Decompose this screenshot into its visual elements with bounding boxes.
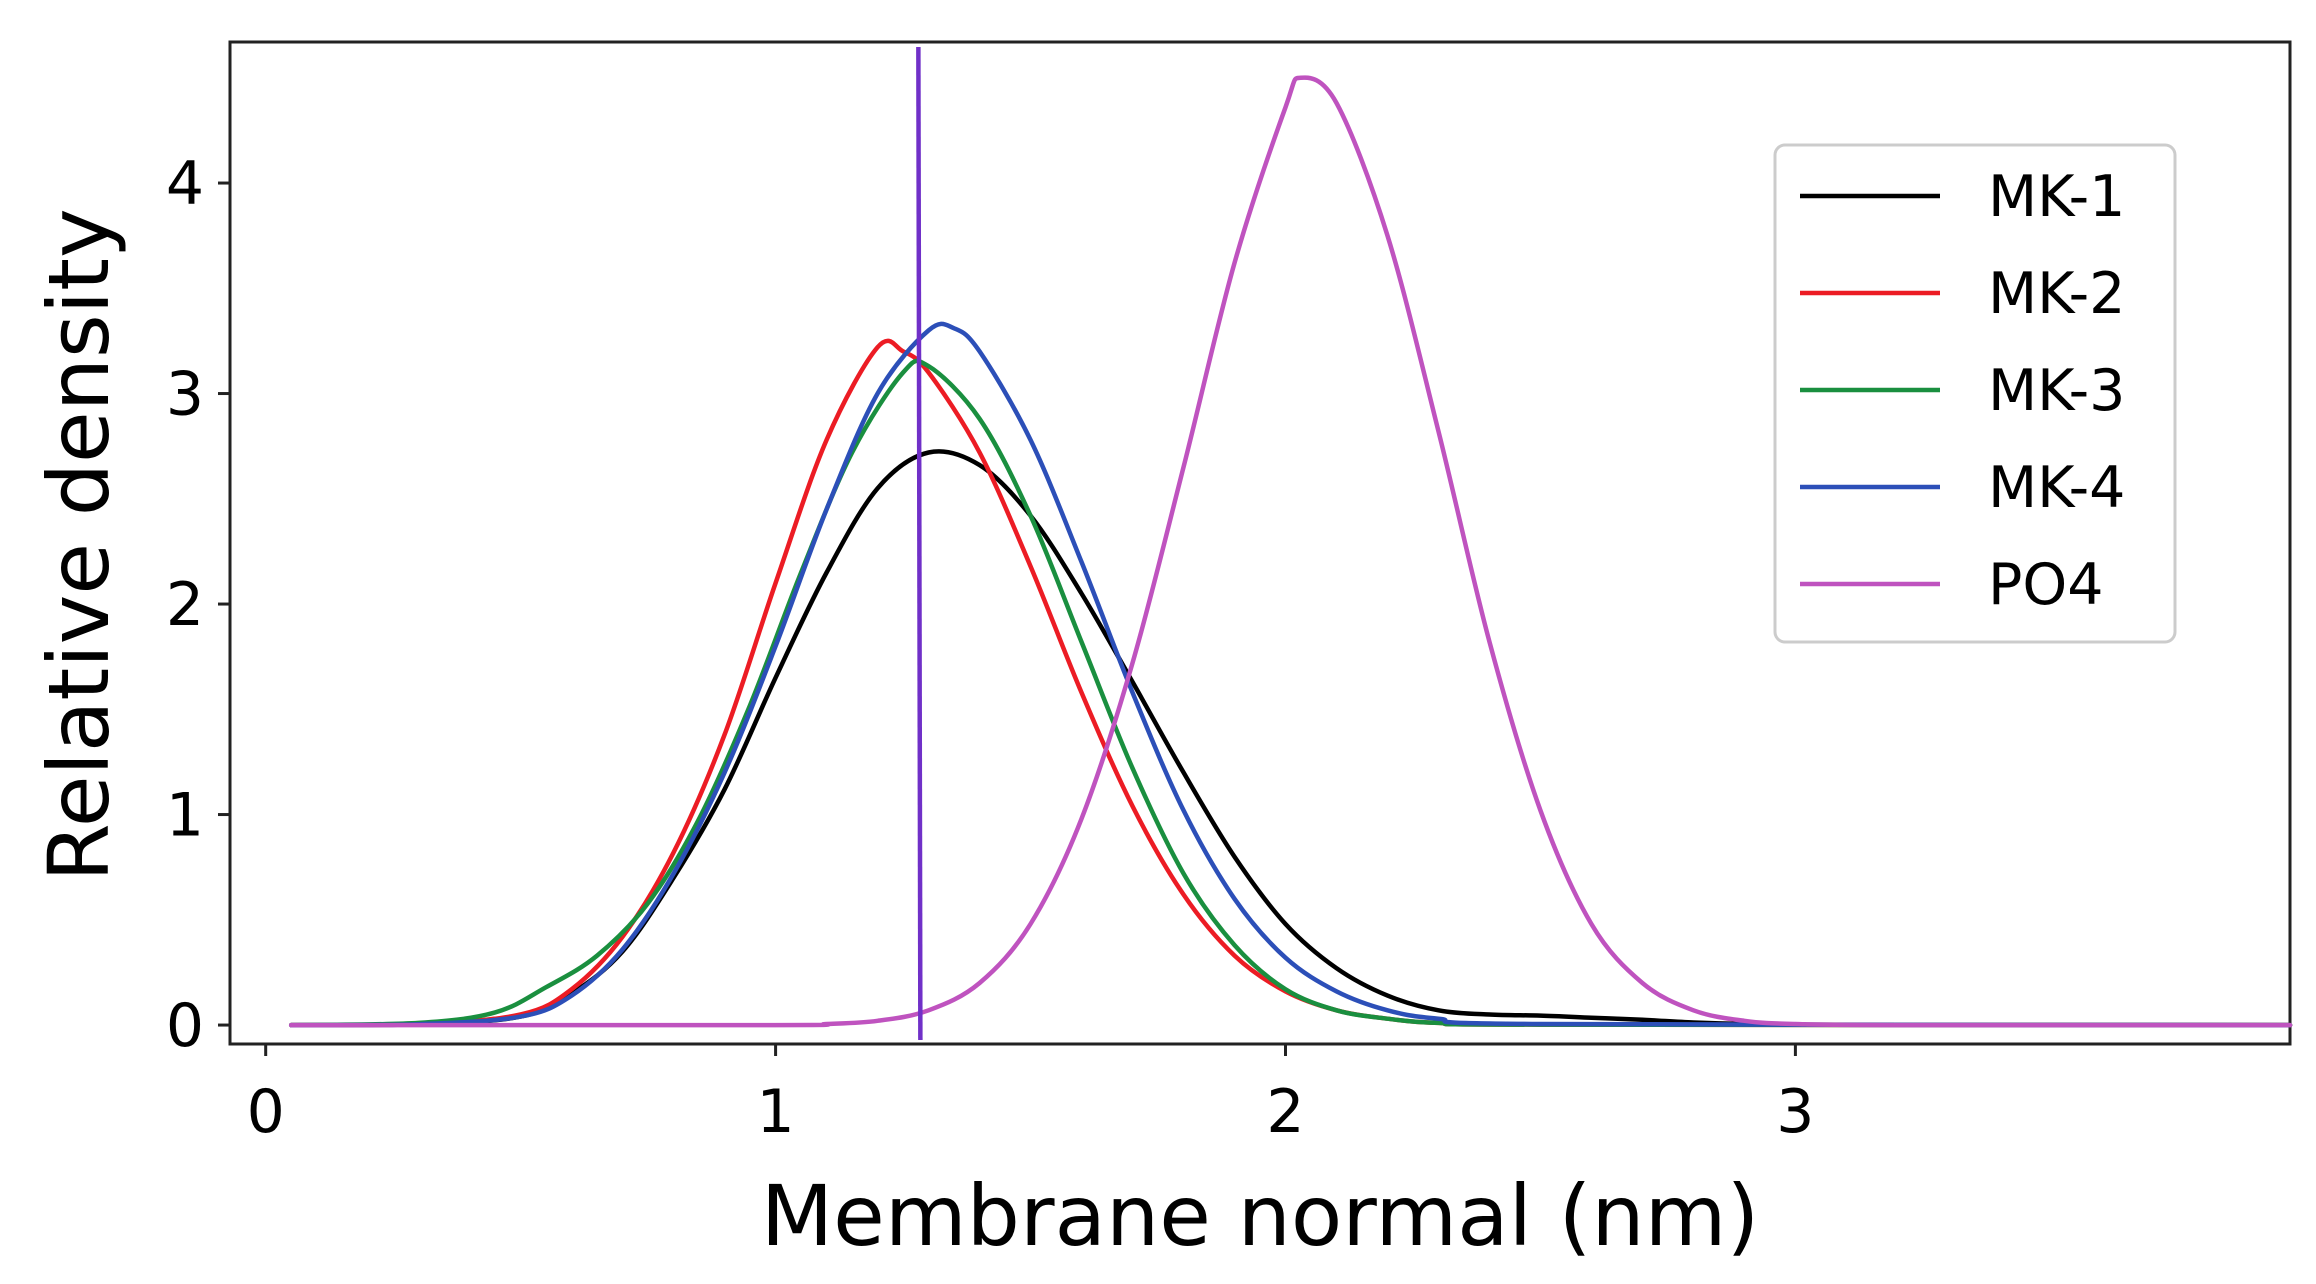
x-tick-label: 0 — [247, 1077, 285, 1147]
legend-entry-mk-2: MK-2 — [1800, 261, 2125, 327]
legend-entry-mk-4: MK-4 — [1800, 455, 2125, 521]
y-tick-label: 2 — [166, 570, 204, 640]
series-line-mk-3 — [288, 358, 2293, 1028]
y-tick-label: 4 — [166, 149, 204, 219]
legend-entries: MK-1 MK-2 MK-3 MK-4 PO4 — [1800, 164, 2125, 618]
y-axis-label: Relative density — [30, 208, 128, 881]
legend-entry-mk-3: MK-3 — [1800, 358, 2125, 424]
legend-box — [1773, 143, 2177, 644]
x-tick-label: 1 — [757, 1077, 795, 1147]
legend-label: MK-1 — [1988, 164, 2125, 230]
legend-entry-mk-1: MK-1 — [1800, 164, 2125, 230]
y-tick-label: 1 — [166, 781, 204, 851]
x-axis-ticks: 0 1 2 3 — [247, 1044, 1814, 1147]
x-axis-label: Membrane normal (nm) — [761, 1167, 1760, 1265]
x-tick-label: 3 — [1776, 1077, 1814, 1147]
legend-label: MK-4 — [1988, 455, 2125, 521]
legend: MK-1 MK-2 MK-3 MK-4 PO4 — [1773, 143, 2177, 644]
y-axis-ticks: 0 1 2 3 4 — [166, 149, 230, 1061]
x-tick-label: 2 — [1266, 1077, 1304, 1147]
reference-line-layer — [916, 46, 923, 1041]
legend-entry-po4: PO4 — [1800, 552, 2104, 618]
series-layer — [288, 75, 2293, 1028]
y-tick-label: 0 — [166, 991, 204, 1061]
reference-vertical-line — [916, 46, 923, 1041]
series-line-po4 — [288, 75, 2293, 1028]
series-line-mk-4 — [288, 321, 2293, 1028]
legend-label: MK-2 — [1988, 261, 2125, 327]
legend-label: PO4 — [1988, 552, 2104, 618]
legend-label: MK-3 — [1988, 358, 2125, 424]
y-tick-label: 3 — [166, 360, 204, 430]
